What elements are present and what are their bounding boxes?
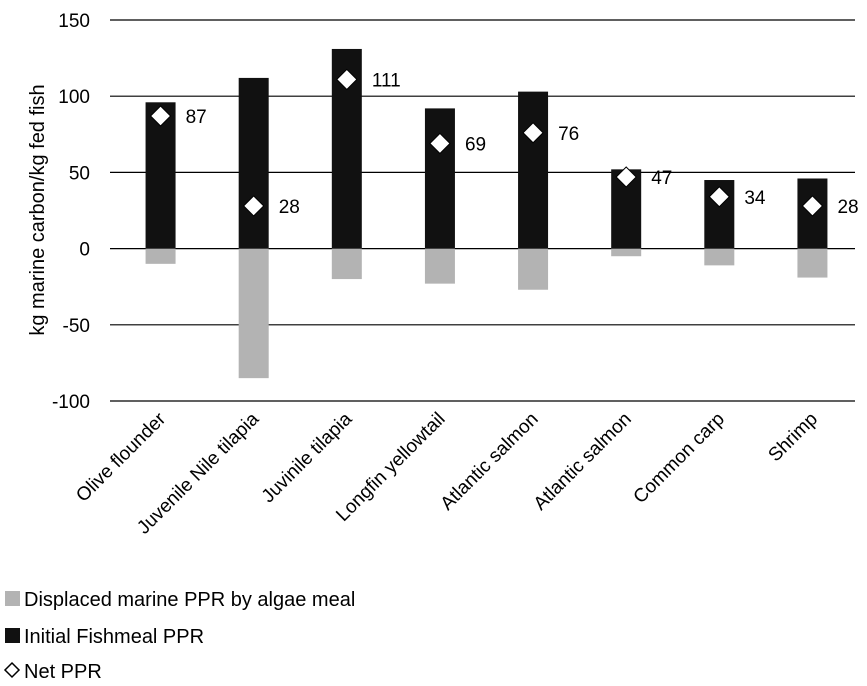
net-ppr-marker: [242, 195, 265, 217]
y-tick-label: -100: [52, 392, 90, 413]
x-category-label: Olive flounder: [72, 408, 170, 506]
y-tick-label: 100: [58, 87, 90, 108]
legend-label-initial: Initial Fishmeal PPR: [24, 626, 204, 648]
net-ppr-label: 28: [279, 197, 300, 218]
net-ppr-marker: [708, 186, 731, 208]
y-tick-label: 150: [58, 11, 90, 32]
x-category-label: Shrimp: [765, 409, 822, 466]
legend-swatch-displaced: [5, 591, 20, 606]
displaced-ppr-bar: [331, 248, 362, 280]
gridlines: [110, 19, 855, 402]
initial-fishmeal-ppr-bar: [424, 108, 455, 249]
net-ppr-markers: [149, 68, 824, 217]
data-labels: 87 28 111 69 76 47 34 28: [186, 70, 859, 217]
net-ppr-marker: [429, 132, 451, 155]
y-tick-label: 0: [79, 240, 90, 261]
bars: [145, 48, 828, 379]
displaced-ppr-bar: [704, 248, 735, 266]
y-tick-label: -50: [63, 316, 90, 337]
displaced-ppr-bar: [238, 248, 269, 379]
y-tick-label: 50: [69, 163, 90, 184]
initial-fishmeal-ppr-bar: [238, 77, 269, 249]
displaced-ppr-bar: [518, 248, 549, 290]
initial-fishmeal-ppr-bar: [518, 91, 549, 249]
net-ppr-marker: [522, 122, 544, 144]
net-ppr-label: 28: [837, 197, 858, 218]
net-ppr-marker: [149, 105, 172, 127]
displaced-ppr-bar: [145, 248, 176, 264]
displaced-ppr-bar: [797, 248, 828, 278]
displaced-ppr-bar: [424, 248, 455, 284]
net-ppr-marker: [336, 68, 358, 91]
net-ppr-marker: [615, 166, 637, 188]
x-category-label: Atlantic salmon: [530, 409, 636, 515]
axes: kg marine carbon/kg fed fish -100 -50 0 50 1…: [27, 11, 822, 539]
legend-diamond-icon: [3, 661, 21, 679]
net-ppr-label: 47: [651, 168, 672, 189]
x-category-label: Common carp: [630, 409, 729, 508]
legend: Displaced marine PPR by algae meal Initi…: [3, 589, 355, 683]
y-axis-title: kg marine carbon/kg fed fish: [27, 84, 49, 335]
legend-swatch-initial: [5, 628, 20, 643]
net-ppr-label: 69: [465, 134, 486, 155]
legend-label-net: Net PPR: [24, 661, 102, 683]
legend-label-displaced: Displaced marine PPR by algae meal: [24, 589, 355, 611]
x-category-label: Atlantic salmon: [437, 409, 543, 515]
net-ppr-label: 111: [372, 70, 401, 91]
net-ppr-label: 34: [744, 188, 766, 209]
x-category-label: Juvinile tilapia: [258, 408, 357, 507]
net-ppr-label: 76: [558, 124, 579, 145]
net-ppr-marker: [801, 195, 824, 217]
net-ppr-label: 87: [186, 107, 207, 128]
displaced-ppr-bar: [611, 248, 642, 257]
